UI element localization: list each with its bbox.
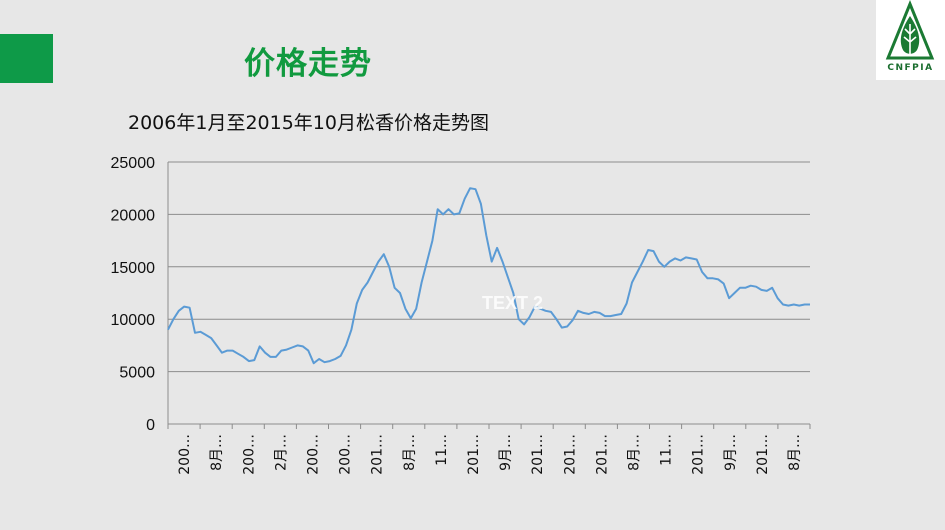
x-tick-label: 9月… [723, 434, 739, 471]
cnfpia-logo: CNFPIA [876, 0, 945, 80]
y-tick-label: 10000 [111, 312, 156, 329]
x-tick-label: 201… [370, 434, 386, 475]
x-tick-label: 200… [305, 434, 321, 475]
watermark-text: TEXT 2 [482, 293, 544, 313]
y-tick-label: 0 [146, 417, 155, 434]
x-tick-label: 201… [562, 434, 578, 475]
y-tick-label: 15000 [111, 260, 156, 277]
slide-title: 价格走势 [244, 46, 372, 82]
x-tick-label: 8月… [402, 434, 418, 471]
x-tick-label: 11… [434, 434, 450, 466]
x-tick-label: 201… [755, 434, 771, 475]
x-tick-label: 201… [594, 434, 610, 475]
x-tick-label: 201… [466, 434, 482, 475]
y-tick-label: 25000 [111, 155, 156, 172]
logo-text: CNFPIA [887, 63, 934, 73]
x-tick-label: 8月… [626, 434, 642, 471]
x-tick-label: 200… [338, 434, 354, 475]
x-tick-label: 11… [659, 434, 675, 466]
tree-logo-icon [885, 0, 935, 60]
x-tick-label: 201… [691, 434, 707, 475]
x-tick-label: 2月… [273, 434, 289, 471]
y-tick-label: 20000 [111, 207, 156, 224]
x-tick-label: 9月… [498, 434, 514, 471]
accent-bar [0, 34, 53, 83]
x-tick-label: 8月… [787, 434, 803, 471]
x-tick-label: 200… [241, 434, 257, 475]
y-tick-label: 5000 [119, 365, 155, 382]
x-tick-label: 8月… [209, 434, 225, 471]
price-series-line [167, 187, 810, 365]
x-tick-label: 200… [177, 434, 193, 475]
x-tick-label: 201… [530, 434, 546, 475]
chart-title: 2006年1月至2015年10月松香价格走势图 [128, 112, 489, 134]
